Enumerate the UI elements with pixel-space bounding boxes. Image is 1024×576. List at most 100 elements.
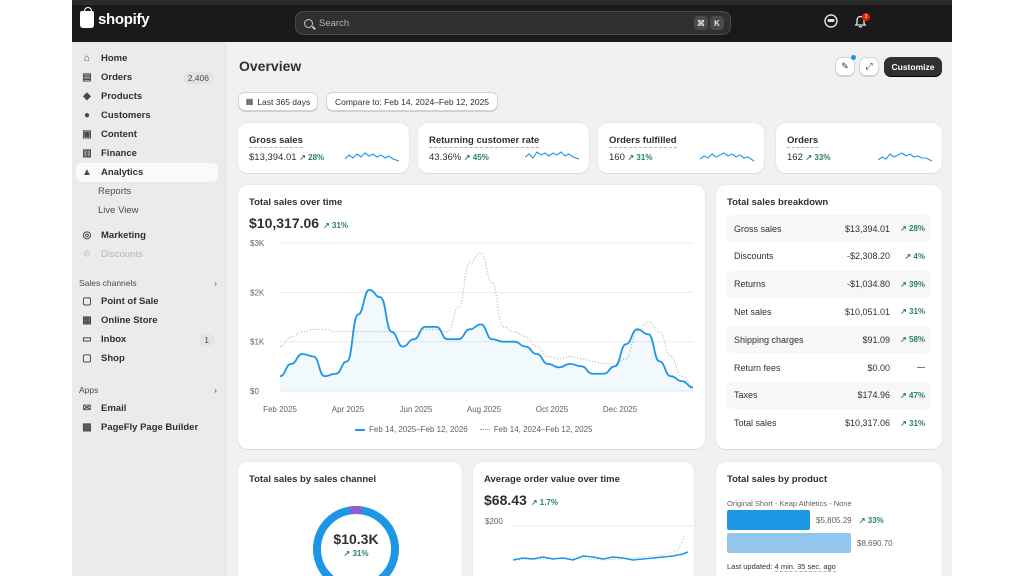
product-name: Original Short - Keap Athletics - None	[727, 499, 852, 508]
sidebar-item-orders[interactable]: ▤ Orders 2,406	[76, 68, 218, 87]
sales-line-chart: $0 $1K $2K $3K Feb 2025 Apr 2025 Jun 2025 Aug 2…	[250, 239, 694, 414]
total-sales-value-text: $10,317.06	[249, 215, 320, 231]
breakdown-change: —	[917, 363, 925, 372]
x-tick-label: Oct 2025	[536, 405, 569, 414]
legend-current[interactable]: Feb 14, 2025–Feb 12, 2026	[355, 425, 468, 434]
shopify-bag-icon	[80, 7, 94, 28]
legend-previous-label: Feb 14, 2024–Feb 12, 2025	[493, 425, 593, 434]
metric-value-text: 162	[787, 152, 803, 163]
sales-channels-section[interactable]: Sales channels ›	[79, 278, 217, 288]
sidebar-item-products[interactable]: ◆ Products	[76, 87, 218, 106]
card-title[interactable]: Total sales by sales channel	[249, 474, 377, 485]
card-title[interactable]: Total sales by product	[727, 474, 828, 485]
metric-value-text: 160	[609, 152, 625, 163]
sidebar-item-inbox[interactable]: ▭ Inbox 1	[76, 330, 218, 349]
breakdown-row: Shipping charges $91.09 ↗ 58%	[726, 326, 931, 354]
edit-layout-button[interactable]: ✎	[835, 57, 855, 76]
sidebar-item-marketing[interactable]: ◎ Marketing	[76, 226, 218, 245]
sidebar-item-analytics[interactable]: ▲ Analytics	[76, 163, 218, 182]
last-updated-label: Last updated:	[727, 562, 773, 571]
calendar-icon: ▦	[245, 97, 254, 106]
sidebar-item-live-view[interactable]: Live View	[76, 201, 218, 220]
breakdown-name: Returns	[734, 279, 766, 290]
metric-change: ↗ 45%	[463, 153, 489, 162]
expand-icon: ⤢	[865, 61, 873, 71]
pagefly-icon: ▩	[82, 422, 92, 433]
pos-icon: ▢	[82, 296, 92, 307]
sidebar-item-label: Inbox	[101, 334, 127, 345]
sidebar-item-shop[interactable]: ▢ Shop	[76, 349, 218, 368]
discount-icon: ✲	[82, 249, 92, 260]
y-tick-label: $1K	[250, 338, 265, 347]
search-input[interactable]: Search ⌘ K	[295, 11, 731, 35]
customize-button[interactable]: Customize	[884, 57, 942, 76]
last-updated-value: 4 min. 35 sec. ago	[774, 562, 836, 572]
date-range-button[interactable]: ▦ Last 365 days	[238, 92, 318, 111]
breakdown-name: Gross sales	[734, 223, 782, 234]
sidebar-item-reports[interactable]: Reports	[76, 182, 218, 201]
sidebar-item-label: Analytics	[101, 167, 144, 178]
sparkline	[878, 152, 932, 162]
metric-card-gross-sales[interactable]: Gross sales $13,394.01 ↗ 28%	[238, 123, 409, 173]
sidebar-item-home[interactable]: ⌂ Home	[76, 49, 218, 68]
product-bar-current[interactable]	[727, 510, 810, 530]
breakdown-change: ↗ 28%	[900, 224, 925, 233]
metric-card-orders-fulfilled[interactable]: Orders fulfilled 160 ↗ 31%	[598, 123, 764, 173]
sidebar-item-label: Point of Sale	[101, 296, 159, 307]
sidebar-item-point-of-sale[interactable]: ▢ Point of Sale	[76, 292, 218, 311]
metric-label: Gross sales	[249, 135, 303, 148]
sidebar-item-label: Products	[101, 91, 143, 102]
card-title[interactable]: Average order value over time	[484, 474, 620, 485]
sidekick-icon[interactable]	[823, 13, 839, 29]
legend-swatch-solid	[355, 428, 365, 431]
target-icon: ◎	[82, 230, 92, 241]
apps-label: Apps	[79, 385, 99, 395]
chevron-right-icon: ›	[214, 385, 217, 395]
sidebar-item-pagefly[interactable]: ▩ PageFly Page Builder	[76, 418, 218, 437]
sparkle-icon: ✎	[841, 61, 849, 71]
chart-icon: ▲	[82, 167, 92, 178]
shopify-logo[interactable]: shopify	[80, 7, 150, 28]
apps-section[interactable]: Apps ›	[79, 385, 217, 395]
legend-swatch-dotted	[479, 429, 490, 431]
breakdown-change: ↗ 4%	[904, 251, 926, 261]
product-bar-previous[interactable]	[727, 533, 851, 553]
card-title[interactable]: Total sales breakdown	[727, 197, 829, 208]
breakdown-name: Return fees	[734, 362, 781, 373]
metric-value: $13,394.01 ↗ 28%	[249, 152, 324, 163]
metric-change: ↗ 33%	[805, 153, 831, 162]
product-previous-value: $8,690.70	[857, 539, 893, 548]
x-tick-label: Dec 2025	[603, 405, 638, 414]
chart-legend: Feb 14, 2025–Feb 12, 2026 Feb 14, 2024–F…	[355, 425, 593, 434]
home-icon: ⌂	[83, 53, 91, 64]
content-icon: ▣	[82, 129, 92, 140]
legend-previous[interactable]: Feb 14, 2024–Feb 12, 2025	[479, 425, 593, 434]
metric-label: Orders	[787, 135, 819, 148]
sidebar-item-content[interactable]: ▣ Content	[76, 125, 218, 144]
x-tick-label: Apr 2025	[332, 405, 365, 414]
metric-value: 43.36% ↗ 45%	[429, 152, 489, 163]
card-title[interactable]: Total sales over time	[249, 197, 343, 208]
channel-donut-chart	[313, 506, 399, 576]
product-current-value: $5,805.29	[816, 516, 852, 525]
sparkline	[525, 151, 579, 160]
orders-icon: ▤	[82, 72, 92, 83]
compare-button[interactable]: Compare to: Feb 14, 2024–Feb 12, 2025	[326, 92, 498, 111]
search-placeholder: Search	[319, 17, 350, 29]
sidebar-item-online-store[interactable]: ▦ Online Store	[76, 311, 218, 330]
sidebar-item-customers[interactable]: ● Customers	[76, 106, 218, 125]
fullscreen-button[interactable]: ⤢	[859, 57, 879, 76]
sidebar-item-email[interactable]: ✉ Email	[76, 399, 218, 418]
metric-card-orders[interactable]: Orders 162 ↗ 33%	[776, 123, 942, 173]
metric-card-returning-customer-rate[interactable]: Returning customer rate 43.36% ↗ 45%	[418, 123, 589, 173]
breakdown-change: ↗ 31%	[900, 418, 925, 428]
breakdown-row: Discounts -$2,308.20 ↗ 4%	[726, 243, 931, 270]
breakdown-row: Returns -$1,034.80 ↗ 39%	[726, 270, 931, 298]
sidebar-item-label: PageFly Page Builder	[101, 422, 199, 433]
sidebar-item-label: Email	[101, 403, 127, 414]
sidebar-item-label: Home	[101, 53, 128, 64]
breakdown-value: $10,317.06	[844, 418, 890, 429]
series-line-current[interactable]	[279, 288, 694, 389]
sparkline	[345, 152, 399, 162]
sidebar-item-finance[interactable]: ▥ Finance	[76, 144, 218, 163]
